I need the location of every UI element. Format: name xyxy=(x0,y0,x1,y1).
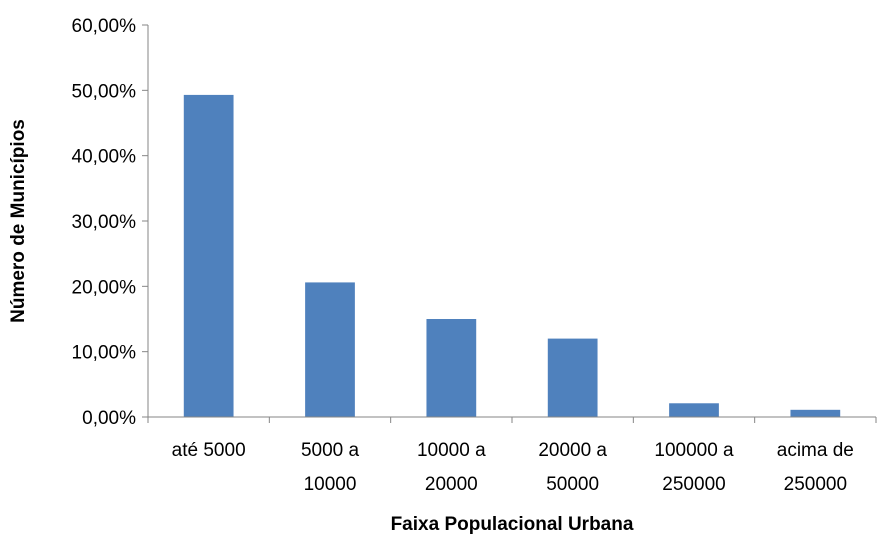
x-tick-label: até 5000 xyxy=(172,440,246,461)
bars-group xyxy=(183,94,841,417)
bar xyxy=(183,94,234,417)
y-tick-label: 60,00% xyxy=(72,16,137,37)
x-tick-label: 5000 a 10000 xyxy=(301,440,360,495)
x-tick-label-line: acima de xyxy=(777,440,854,461)
x-tick-label-line: 50000 xyxy=(546,474,599,495)
y-tick-label: 20,00% xyxy=(72,277,137,298)
y-axis-title: Número de Municípios xyxy=(8,119,29,323)
x-tick-label-line: 10000 xyxy=(304,474,357,495)
x-axis-title: Faixa Populacional Urbana xyxy=(391,514,634,535)
x-ticks-group: até 5000 5000 a 10000 10000 a 20000 20000 a 50… xyxy=(147,417,877,495)
bar xyxy=(305,282,355,417)
y-tick-label: 10,00% xyxy=(72,343,137,364)
x-tick-label-line: 10000 a xyxy=(417,440,486,461)
x-tick-label-line: 100000 a xyxy=(654,440,734,461)
x-tick-label: 10000 a 20000 xyxy=(417,440,486,495)
y-tick-label: 30,00% xyxy=(72,212,137,233)
y-tick-label: 50,00% xyxy=(72,81,137,102)
y-ticks-group: 0,00% 10,00% 20,00% 30,00% 40,00% 50,00% 60,00… xyxy=(72,16,148,429)
y-tick-label: 0,00% xyxy=(82,408,136,429)
x-tick-label: acima de 250000 xyxy=(777,440,854,495)
bar xyxy=(669,403,719,417)
bar xyxy=(426,319,477,417)
x-tick-label-line: 250000 xyxy=(662,474,725,495)
x-tick-label-line: até 5000 xyxy=(172,440,246,461)
y-tick-label: 40,00% xyxy=(72,147,137,168)
bar xyxy=(790,409,841,417)
x-tick-label-line: 5000 a xyxy=(301,440,360,461)
x-tick-label-line: 250000 xyxy=(784,474,847,495)
x-tick-label: 20000 a 50000 xyxy=(538,440,607,495)
bar xyxy=(547,338,598,417)
x-tick-label-line: 20000 a xyxy=(538,440,607,461)
axes-group xyxy=(147,25,876,418)
x-tick-label-line: 20000 xyxy=(425,474,478,495)
x-tick-label: 100000 a 250000 xyxy=(654,440,734,495)
